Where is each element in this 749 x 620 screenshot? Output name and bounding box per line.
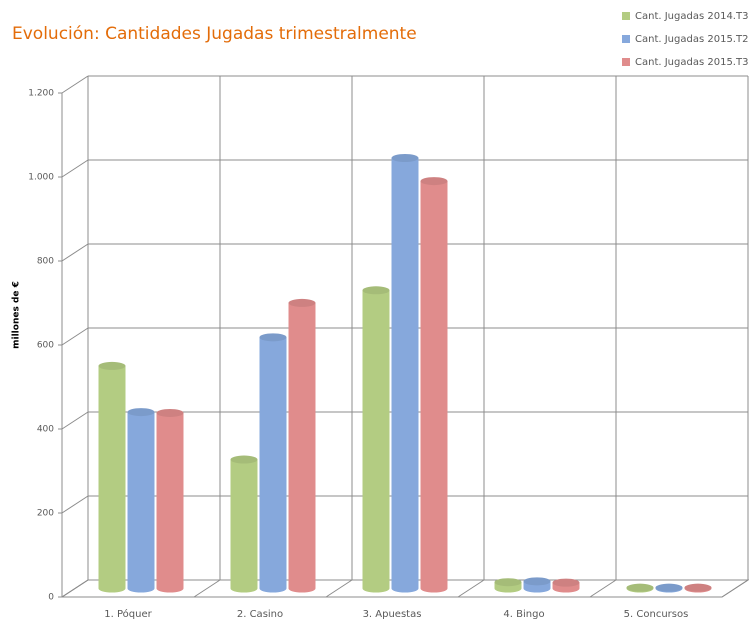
y-tick-label: 400 bbox=[37, 425, 54, 435]
grid-line bbox=[61, 243, 89, 262]
bar bbox=[391, 154, 419, 593]
floor-line bbox=[457, 579, 485, 598]
bar bbox=[259, 333, 287, 593]
bar bbox=[684, 583, 712, 593]
y-axis-label: millones de € bbox=[12, 281, 22, 349]
floor-line bbox=[325, 579, 353, 598]
legend-swatch bbox=[622, 35, 630, 43]
y-tick-label: 200 bbox=[37, 509, 54, 519]
bar bbox=[156, 408, 184, 593]
bar bbox=[552, 578, 580, 593]
y-tick-label: 600 bbox=[37, 341, 54, 351]
bar bbox=[655, 583, 683, 593]
x-tick-label: 5. Concursos bbox=[624, 609, 689, 620]
floor-line bbox=[721, 579, 749, 598]
bar bbox=[494, 578, 522, 593]
bar bbox=[288, 298, 316, 593]
grid-line bbox=[61, 327, 89, 346]
x-tick-label: 1. Póquer bbox=[104, 608, 152, 620]
floor-line bbox=[193, 579, 221, 598]
y-tick-label: 1.000 bbox=[28, 173, 54, 183]
grid-line bbox=[61, 75, 89, 94]
legend-swatch bbox=[622, 58, 630, 66]
legend-label: Cant. Jugadas 2014.T3 bbox=[635, 11, 748, 22]
y-tick-label: 800 bbox=[37, 257, 54, 267]
bar bbox=[98, 361, 126, 593]
bar bbox=[127, 408, 155, 593]
bar bbox=[230, 455, 258, 593]
bar bbox=[420, 177, 448, 593]
grid-line bbox=[61, 495, 89, 514]
bar bbox=[362, 286, 390, 593]
x-tick-label: 2. Casino bbox=[237, 609, 283, 620]
legend-swatch bbox=[622, 12, 630, 20]
chart-title: Evolución: Cantidades Jugadas trimestral… bbox=[12, 24, 417, 44]
legend-label: Cant. Jugadas 2015.T2 bbox=[635, 34, 748, 45]
y-tick-label: 0 bbox=[48, 593, 54, 603]
y-tick-label: 1.200 bbox=[28, 89, 54, 99]
grid-line bbox=[61, 411, 89, 430]
legend-label: Cant. Jugadas 2015.T3 bbox=[635, 57, 748, 68]
x-tick-label: 3. Apuestas bbox=[363, 609, 422, 620]
x-tick-label: 4. Bingo bbox=[503, 609, 544, 620]
bar bbox=[626, 583, 654, 593]
floor-line bbox=[589, 579, 617, 598]
grid-line bbox=[61, 159, 89, 178]
bar bbox=[523, 577, 551, 593]
grid-line bbox=[61, 579, 89, 598]
